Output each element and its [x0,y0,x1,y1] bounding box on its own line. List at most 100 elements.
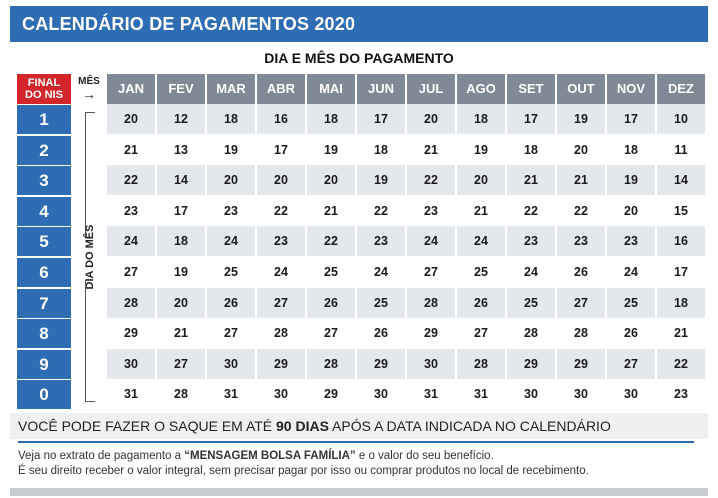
payment-day-cell: 30 [274,387,288,402]
payment-day-cell: 29 [374,356,388,371]
nis-final-digit: 7 [17,288,71,318]
nis-final-digit: 3 [17,166,71,196]
payment-day-cell: 31 [424,387,438,402]
column-divider [305,74,307,410]
payment-day-cell: 19 [474,142,488,157]
payment-day-cell: 29 [524,356,538,371]
payment-day-cell: 13 [174,142,188,157]
table-row [71,379,707,410]
payment-day-cell: 27 [424,265,438,279]
divider [18,441,694,443]
note-text-start: VOCÊ PODE FAZER O SAQUE EM ATÉ [18,418,277,434]
payment-day-cell: 12 [174,112,188,126]
month-header: JUN [357,74,405,104]
payment-day-cell: 17 [524,112,538,126]
payment-day-cell: 18 [324,112,338,126]
payment-day-cell: 27 [324,326,338,341]
payment-day-cell: 31 [474,387,488,402]
payment-day-cell: 23 [574,234,588,249]
payment-day-cell: 20 [224,173,238,188]
month-header: ABR [257,74,305,104]
month-axis-header: MÊS → [71,74,107,104]
payment-day-cell: 29 [124,326,138,341]
payment-day-cell: 23 [524,234,538,249]
month-header: SET [507,74,555,104]
payment-day-cell: 20 [574,142,588,157]
payment-day-cell: 21 [174,326,188,341]
payment-day-cell: 30 [574,387,588,402]
month-header: JUL [407,74,455,104]
payment-day-cell: 17 [674,265,688,279]
payment-day-cell: 26 [474,295,488,310]
payment-day-cell: 17 [374,112,388,126]
page-title: CALENDÁRIO DE PAGAMENTOS 2020 [10,6,708,42]
payment-day-cell: 18 [674,295,688,310]
month-header: OUT [557,74,605,104]
final-nis-header: FINAL DO NIS [17,74,71,104]
payment-day-cell: 29 [574,356,588,371]
column-divider [455,74,457,410]
payment-day-cell: 19 [374,173,388,188]
column-divider [155,74,157,410]
payment-day-cell: 25 [624,295,638,310]
payment-day-cell: 30 [374,387,388,402]
payment-day-cell: 19 [324,142,338,157]
column-divider [655,74,657,410]
day-of-month-axis: DIA DO MÊS [71,104,107,410]
table-row [71,226,707,257]
column-divider [505,74,507,410]
payment-day-cell: 22 [574,203,588,218]
payment-calendar-table: FINAL DO NIS MÊS → JAN FEV MAR ABR MAI JUN JUL… [17,74,707,410]
payment-day-cell: 21 [574,173,588,188]
payment-day-cell: 26 [574,265,588,279]
payment-day-cell: 27 [274,295,288,310]
table-row [71,318,707,349]
payment-day-cell: 25 [374,295,388,310]
payment-day-cell: 23 [124,203,138,218]
month-axis-label: MÊS [78,76,100,87]
month-header: MAR [207,74,255,104]
month-header: DEZ [657,74,705,104]
payment-day-cell: 18 [224,112,238,126]
table-row [71,195,707,226]
nis-final-digit: 2 [17,135,71,165]
payment-day-cell: 27 [574,295,588,310]
note-text-end: APÓS A DATA INDICADA NO CALENDÁRIO [328,418,611,434]
payment-day-cell: 27 [174,356,188,371]
table-row [71,134,707,165]
payment-day-cell: 28 [124,295,138,310]
extract-note-highlight: “MENSAGEM BOLSA FAMÍLIA” [184,450,356,462]
payment-day-cell: 20 [474,173,488,188]
payment-day-cell: 24 [224,234,238,249]
footer-bar [10,488,708,496]
final-nis-label-line1: FINAL [27,77,61,89]
nis-final-digit: 0 [17,380,71,410]
payment-day-cell: 22 [124,173,138,188]
arrow-right-icon: → [82,86,96,102]
payment-day-cell: 21 [324,203,338,218]
payment-day-cell: 16 [274,112,288,126]
payment-day-cell: 24 [424,234,438,249]
table-row [71,104,707,134]
payment-day-cell: 24 [274,265,288,279]
payment-day-cell: 21 [424,142,438,157]
payment-day-cell: 30 [624,387,638,402]
payment-day-cell: 23 [424,203,438,218]
payment-day-cell: 26 [624,326,638,341]
payment-day-cell: 20 [324,173,338,188]
payment-day-cell: 20 [174,295,188,310]
table-row [71,348,707,379]
nis-final-digit: 8 [17,319,71,349]
payment-day-cell: 29 [324,387,338,402]
payment-day-cell: 27 [474,326,488,341]
payment-day-cell: 30 [224,356,238,371]
payment-day-cell: 31 [224,387,238,402]
payment-day-cell: 15 [674,203,688,218]
nis-final-digit: 1 [17,105,71,134]
payment-day-cell: 28 [274,326,288,341]
payment-day-cell: 28 [174,387,188,402]
payment-day-cell: 24 [474,234,488,249]
payment-day-cell: 29 [424,326,438,341]
nis-final-digit: 9 [17,349,71,379]
payment-day-cell: 23 [224,203,238,218]
